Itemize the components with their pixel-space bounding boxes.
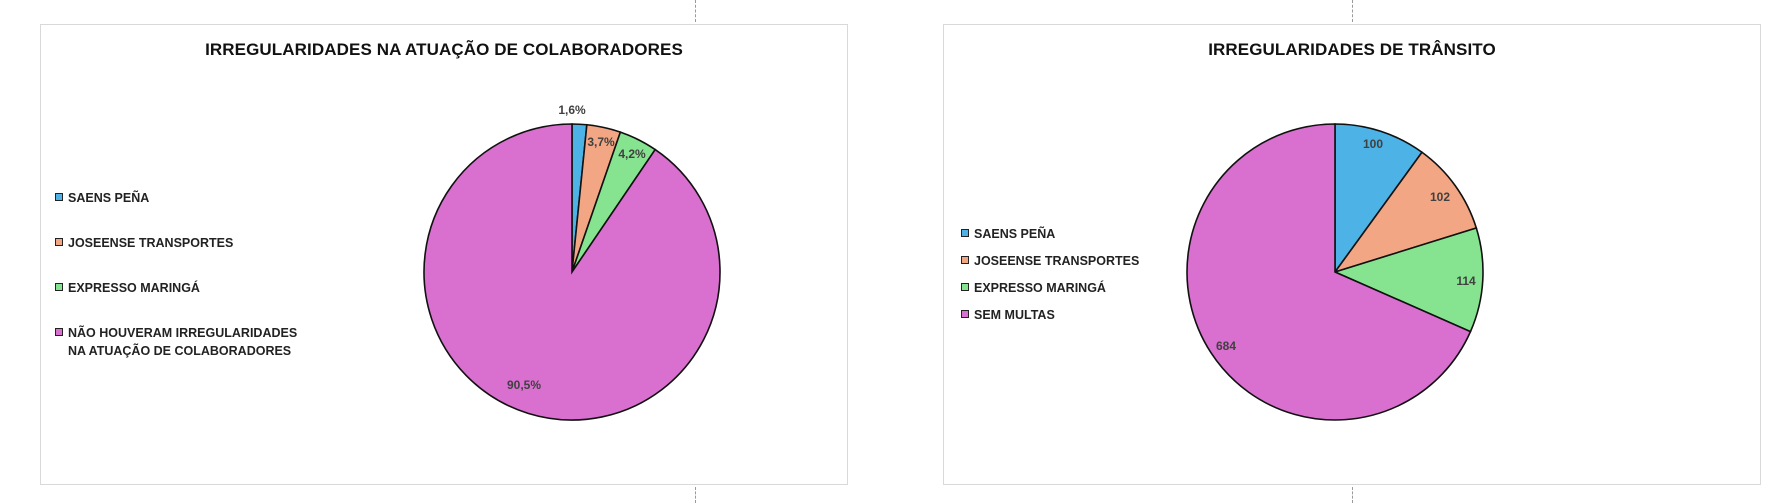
legend-swatch: [961, 229, 969, 237]
legend-label: SAENS PEÑA: [68, 191, 150, 205]
legend-swatch: [55, 238, 63, 246]
data-label: 102: [1430, 190, 1450, 204]
pie-chart-colaboradores: 1,6% 3,7%4,2% 90,5%: [423, 103, 721, 421]
page-break-line: [695, 0, 696, 22]
legend-item: EXPRESSO MARINGÁ: [55, 279, 318, 297]
chart-title: IRREGULARIDADES DE TRÂNSITO: [1208, 40, 1496, 59]
pie-slice: [1334, 123, 1424, 275]
legend-item: SEM MULTAS: [961, 306, 1139, 324]
data-label: 684: [1216, 339, 1236, 353]
legend-label: SAENS PEÑA: [974, 227, 1056, 241]
data-label: 100: [1363, 137, 1383, 151]
pie-slice: [423, 123, 721, 421]
legend-swatch: [961, 283, 969, 291]
legend-swatch: [961, 256, 969, 264]
legend-label: JOSEENSE TRANSPORTES: [974, 254, 1140, 268]
legend-swatch: [55, 283, 63, 291]
legend-item: JOSEENSE TRANSPORTES: [961, 252, 1139, 270]
page-break-line: [1352, 487, 1353, 503]
legend-item: NÃO HOUVERAM IRREGULARIDADES NA ATUAÇÃO …: [55, 324, 318, 360]
legend-swatch: [55, 328, 63, 336]
chart-panel-transito: IRREGULARIDADES DE TRÂNSITO SAENS PEÑA J…: [943, 24, 1761, 485]
chart-panel-colaboradores: IRREGULARIDADES NA ATUAÇÃO DE COLABORADO…: [40, 24, 848, 485]
legend-swatch: [961, 310, 969, 318]
pie-slice: [1186, 123, 1472, 421]
page-break-line: [1352, 0, 1353, 22]
legend-label: NÃO HOUVERAM IRREGULARIDADES NA ATUAÇÃO …: [68, 326, 298, 358]
legend-label: JOSEENSE TRANSPORTES: [68, 236, 234, 250]
data-label: 4,2%: [618, 147, 646, 161]
legend-label: SEM MULTAS: [974, 308, 1055, 322]
data-label: 1,6%: [558, 103, 586, 117]
legend-label: EXPRESSO MARINGÁ: [68, 281, 200, 295]
chart-title: IRREGULARIDADES NA ATUAÇÃO DE COLABORADO…: [205, 40, 683, 59]
pie-slice: [1332, 151, 1478, 274]
data-label: 3,7%: [587, 135, 615, 149]
pie-slice: [1332, 227, 1484, 333]
pie-chart-transito: 100 102 114 684: [1186, 123, 1484, 421]
legend-item: EXPRESSO MARINGÁ: [961, 279, 1139, 297]
data-label: 90,5%: [507, 378, 541, 392]
chart-legend: SAENS PEÑA JOSEENSE TRANSPORTES EXPRESSO…: [961, 225, 1139, 324]
chart-legend: SAENS PEÑA JOSEENSE TRANSPORTES EXPRESSO…: [55, 189, 318, 360]
legend-item: SAENS PEÑA: [55, 189, 318, 207]
data-label: 114: [1456, 274, 1476, 288]
page-break-line: [695, 487, 696, 503]
legend-item: JOSEENSE TRANSPORTES: [55, 234, 318, 252]
legend-label: EXPRESSO MARINGÁ: [974, 281, 1106, 295]
legend-item: SAENS PEÑA: [961, 225, 1139, 243]
legend-swatch: [55, 193, 63, 201]
